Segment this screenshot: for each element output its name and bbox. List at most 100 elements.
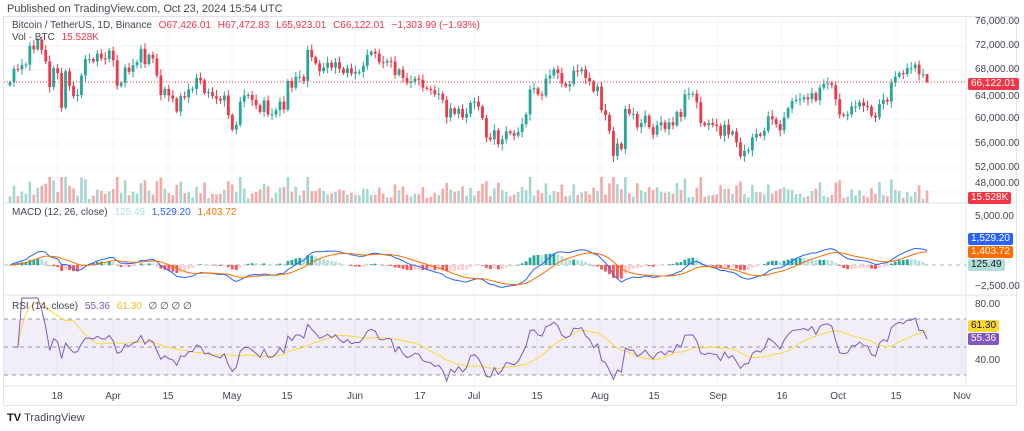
- macd-histogram-bar: [536, 254, 540, 265]
- price-tag: 66,122.01: [968, 78, 1019, 90]
- volume-label[interactable]: Vol · BTC: [12, 32, 55, 43]
- macd-histogram-bar: [913, 259, 917, 265]
- macd-histogram-bar: [469, 265, 472, 268]
- macd-tick: 5,000.00: [975, 211, 1014, 222]
- macd-histogram-bar: [548, 253, 552, 265]
- candle-body: [91, 59, 95, 62]
- macd-histogram-bar: [500, 265, 504, 269]
- macd-histogram-bar: [338, 263, 341, 265]
- volume-bar: [504, 191, 508, 203]
- candle-body: [750, 137, 754, 151]
- symbol-legend: Bitcoin / TetherUS, 1D, Binance O67,426.…: [12, 20, 484, 31]
- macd-histogram-bar: [691, 257, 695, 265]
- macd-histogram-bar: [842, 265, 846, 269]
- macd-histogram-bar: [211, 265, 214, 266]
- macd-histogram-bar: [604, 265, 607, 272]
- volume-bar: [40, 185, 44, 203]
- macd-histogram-bar: [151, 263, 155, 265]
- volume-bar: [183, 193, 186, 203]
- macd-histogram-bar: [199, 264, 202, 265]
- volume-bar: [890, 179, 893, 203]
- candle-body: [481, 106, 484, 119]
- candle-body: [572, 70, 576, 85]
- rsi-label[interactable]: RSI (14, close): [12, 301, 79, 312]
- macd-label[interactable]: MACD (12, 26, close): [12, 207, 108, 218]
- macd-histogram-bar: [612, 265, 615, 278]
- macd-histogram-bar: [115, 265, 119, 266]
- volume-bar: [143, 180, 147, 203]
- volume-bar: [639, 190, 643, 203]
- candle-body: [715, 124, 719, 126]
- candle-body: [850, 106, 854, 115]
- candle-body: [893, 76, 897, 83]
- macd-histogram-bar: [457, 265, 461, 271]
- candle-body: [381, 62, 385, 64]
- chart-frame[interactable]: [3, 16, 1017, 406]
- macd-histogram-bar: [707, 264, 711, 266]
- macd-histogram-bar: [60, 265, 64, 272]
- candle-body: [155, 58, 159, 76]
- volume-bar: [596, 190, 599, 203]
- change-value: −1,303.99 (−1.93%): [391, 20, 480, 31]
- macd-histogram-bar: [28, 259, 32, 265]
- volume-bar: [350, 192, 353, 203]
- volume-bar: [727, 188, 730, 203]
- volume-bar: [822, 195, 826, 203]
- volume-bar: [850, 189, 853, 203]
- candle-body: [234, 124, 238, 130]
- candle-body: [905, 68, 909, 75]
- candle-body: [433, 90, 437, 95]
- macd-histogram-bar: [631, 265, 635, 269]
- candle-body: [8, 82, 12, 86]
- candle-body: [639, 122, 643, 128]
- candle-body: [643, 115, 647, 123]
- candle-body: [219, 98, 222, 101]
- candle-body: [739, 142, 742, 157]
- macd-histogram-bar: [774, 260, 778, 265]
- candle-body: [389, 60, 393, 62]
- volume-bar: [580, 192, 583, 203]
- candle-body: [667, 122, 671, 130]
- volume-bar: [497, 182, 500, 203]
- candle-body: [477, 101, 480, 107]
- tradingview-logo[interactable]: TV TradingView: [7, 412, 85, 424]
- volume-bar: [901, 197, 905, 203]
- volume-bar: [806, 196, 810, 203]
- macd-histogram-bar: [528, 257, 532, 265]
- candle-body: [147, 54, 151, 64]
- volume-bar: [481, 183, 484, 203]
- volume-bar: [774, 190, 778, 203]
- volume-bar: [429, 196, 433, 203]
- volume-bar: [246, 198, 250, 203]
- macd-histogram-bar: [449, 265, 453, 272]
- volume-bar: [735, 185, 738, 203]
- candle-body: [111, 50, 115, 61]
- macd-histogram-bar: [294, 258, 298, 265]
- volume-bar: [691, 196, 695, 203]
- candle-body: [806, 97, 810, 100]
- candle-body: [369, 51, 373, 55]
- volume-bar: [679, 189, 683, 203]
- macd-histogram-bar: [663, 265, 667, 266]
- volume-bar: [413, 193, 417, 203]
- macd-histogram-bar: [794, 257, 798, 265]
- macd-histogram-bar: [445, 265, 449, 272]
- candle-body: [445, 99, 449, 118]
- volume-bar: [703, 196, 707, 203]
- candle-body: [449, 108, 453, 118]
- volume-bar: [584, 191, 587, 203]
- symbol-name[interactable]: Bitcoin / TetherUS, 1D, Binance: [12, 20, 152, 31]
- candle-body: [353, 71, 357, 74]
- candle-body: [917, 64, 921, 75]
- macd-histogram-bar: [219, 265, 222, 266]
- macd-histogram-bar: [226, 265, 230, 268]
- volume-bar: [917, 185, 921, 203]
- volume-bar: [322, 190, 325, 203]
- volume-bar: [310, 191, 314, 203]
- candle-body: [659, 122, 663, 126]
- price-tick: 52,000.00: [975, 162, 1020, 173]
- volume-bar: [628, 193, 631, 203]
- volume-bar: [48, 177, 51, 203]
- volume-bar: [711, 194, 714, 203]
